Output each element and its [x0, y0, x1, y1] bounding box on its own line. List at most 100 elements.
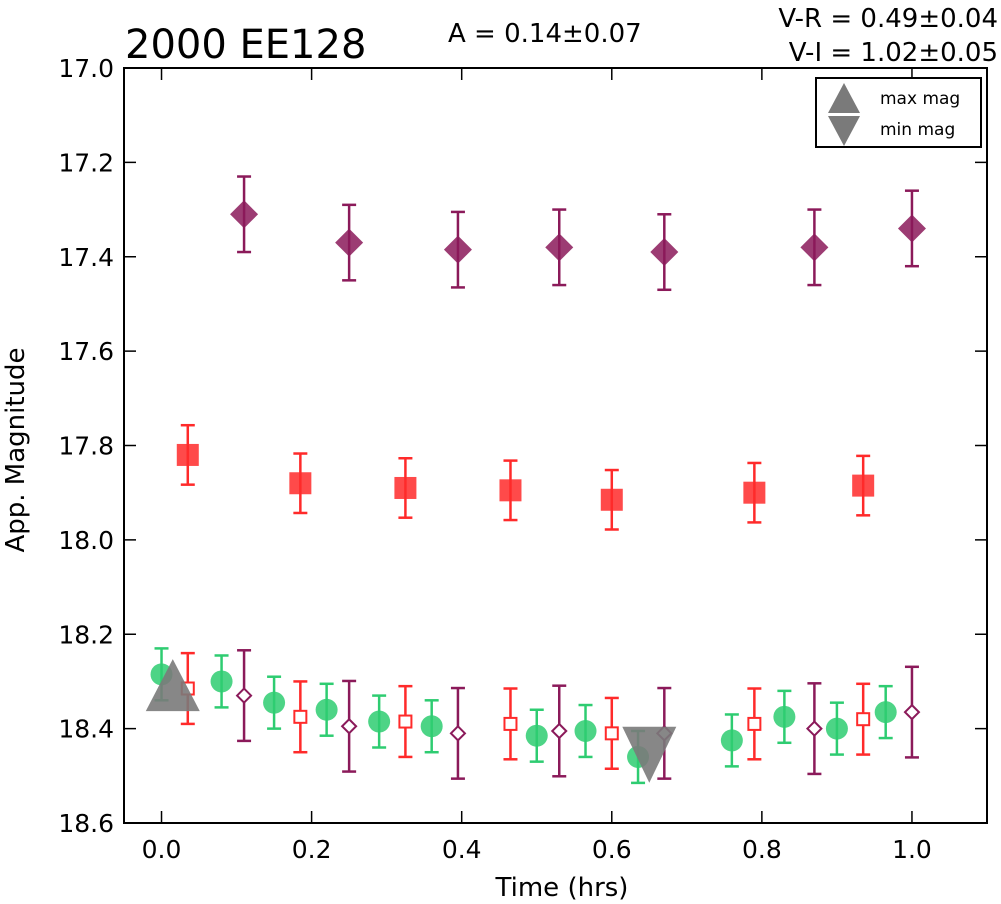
square-filled-marker [743, 481, 766, 504]
diamond-open-marker [550, 722, 568, 740]
x-tick-label: 0.2 [292, 835, 332, 864]
diamond-open-marker [449, 724, 467, 742]
data-point [743, 461, 766, 524]
diamond-filled-marker [335, 228, 364, 257]
square-open-marker [293, 709, 308, 724]
x-axis-label: Time (hrs) [495, 873, 629, 903]
diamond-filled-marker [545, 233, 574, 262]
data-point [604, 696, 619, 770]
axis-ticks: 0.0 0.2 0.4 0.6 0.8 1.0 17.0 17.2 17.4 17.6 17.8 18… [58, 54, 987, 864]
circle-filled-marker [773, 705, 796, 728]
data-point [420, 699, 443, 754]
data-point [263, 675, 286, 730]
square-filled-marker [289, 472, 312, 495]
y-tick-label: 17.6 [58, 337, 114, 366]
max-mag-marker [145, 659, 200, 712]
data-point [600, 468, 623, 531]
y-tick-label: 18.4 [58, 715, 114, 744]
data-point [903, 665, 921, 759]
square-filled-marker [394, 476, 417, 499]
circle-filled-marker [874, 701, 897, 724]
v-i-annotation: V-I = 1.02±0.05 [789, 38, 998, 68]
legend: max mag min mag [815, 77, 982, 148]
data-point [499, 459, 522, 522]
legend-entry-min: min mag [880, 120, 955, 140]
y-tick-label: 17.2 [58, 148, 114, 177]
y-tick-label: 18.0 [58, 526, 114, 555]
circle-filled-marker [574, 719, 597, 742]
circle-filled-marker [368, 710, 391, 733]
data-point [368, 694, 391, 749]
y-tick-label: 17.8 [58, 432, 114, 461]
circle-filled-marker [420, 715, 443, 738]
circle-filled-marker [720, 729, 743, 752]
data-point [800, 208, 829, 287]
square-open-marker [503, 716, 518, 731]
data-point [335, 203, 364, 282]
min-mag-marker [622, 726, 677, 783]
data-point [449, 686, 467, 780]
x-tick-label: 0.8 [742, 835, 782, 864]
y-tick-label: 18.2 [58, 620, 114, 649]
chart-title: 2000 EE128 [125, 22, 366, 68]
data-point [293, 680, 308, 754]
legend-entry-max: max mag [880, 89, 960, 109]
amplitude-annotation: A = 0.14±0.07 [448, 19, 642, 49]
circle-filled-marker [825, 717, 848, 740]
circle-filled-marker [210, 670, 233, 693]
data-point [443, 210, 472, 289]
data-point [340, 679, 358, 773]
x-tick-label: 0.4 [442, 835, 482, 864]
data-point [747, 687, 762, 761]
square-open-marker [398, 714, 413, 729]
x-tick-label: 0.6 [592, 835, 632, 864]
data-point [897, 189, 926, 268]
data-point [394, 456, 417, 519]
data-point [230, 175, 259, 254]
diamond-open-marker [903, 703, 921, 721]
plot-frame [123, 67, 988, 824]
square-filled-marker [499, 479, 522, 502]
data-point [545, 208, 574, 287]
data-point [503, 687, 518, 761]
diamond-filled-marker [897, 214, 926, 243]
square-open-marker [604, 726, 619, 741]
data-point [235, 649, 253, 743]
diamond-filled-marker [650, 238, 679, 267]
x-tick-label: 0.0 [142, 835, 182, 864]
y-tick-label: 18.6 [58, 809, 114, 838]
data-point [176, 423, 199, 486]
data-marks [145, 175, 926, 785]
circle-filled-marker [263, 691, 286, 714]
data-point [210, 654, 233, 709]
legend-max-marker [828, 83, 860, 113]
square-filled-marker [600, 488, 623, 511]
diamond-filled-marker [443, 235, 472, 264]
data-point [650, 213, 679, 292]
x-tick-label: 1.0 [892, 835, 932, 864]
data-point [398, 684, 413, 759]
square-open-marker [856, 712, 871, 727]
data-point [720, 713, 743, 768]
v-r-annotation: V-R = 0.49±0.04 [778, 4, 998, 34]
circle-filled-marker [315, 698, 338, 721]
legend-min-marker [828, 116, 860, 146]
data-point [289, 452, 312, 515]
y-tick-label: 17.0 [58, 54, 114, 83]
y-tick-label: 17.4 [58, 243, 114, 272]
data-point [315, 682, 338, 737]
data-point [805, 682, 823, 776]
diamond-open-marker [340, 717, 358, 735]
data-point [525, 708, 548, 763]
diamond-open-marker [235, 687, 253, 705]
data-point [773, 689, 796, 745]
square-filled-marker [852, 474, 875, 497]
diamond-open-marker [805, 720, 823, 738]
diamond-filled-marker [230, 200, 259, 229]
data-point [550, 684, 568, 778]
diamond-filled-marker [800, 233, 829, 262]
data-point [825, 701, 848, 756]
circle-filled-marker [525, 724, 548, 747]
data-point [574, 703, 597, 759]
